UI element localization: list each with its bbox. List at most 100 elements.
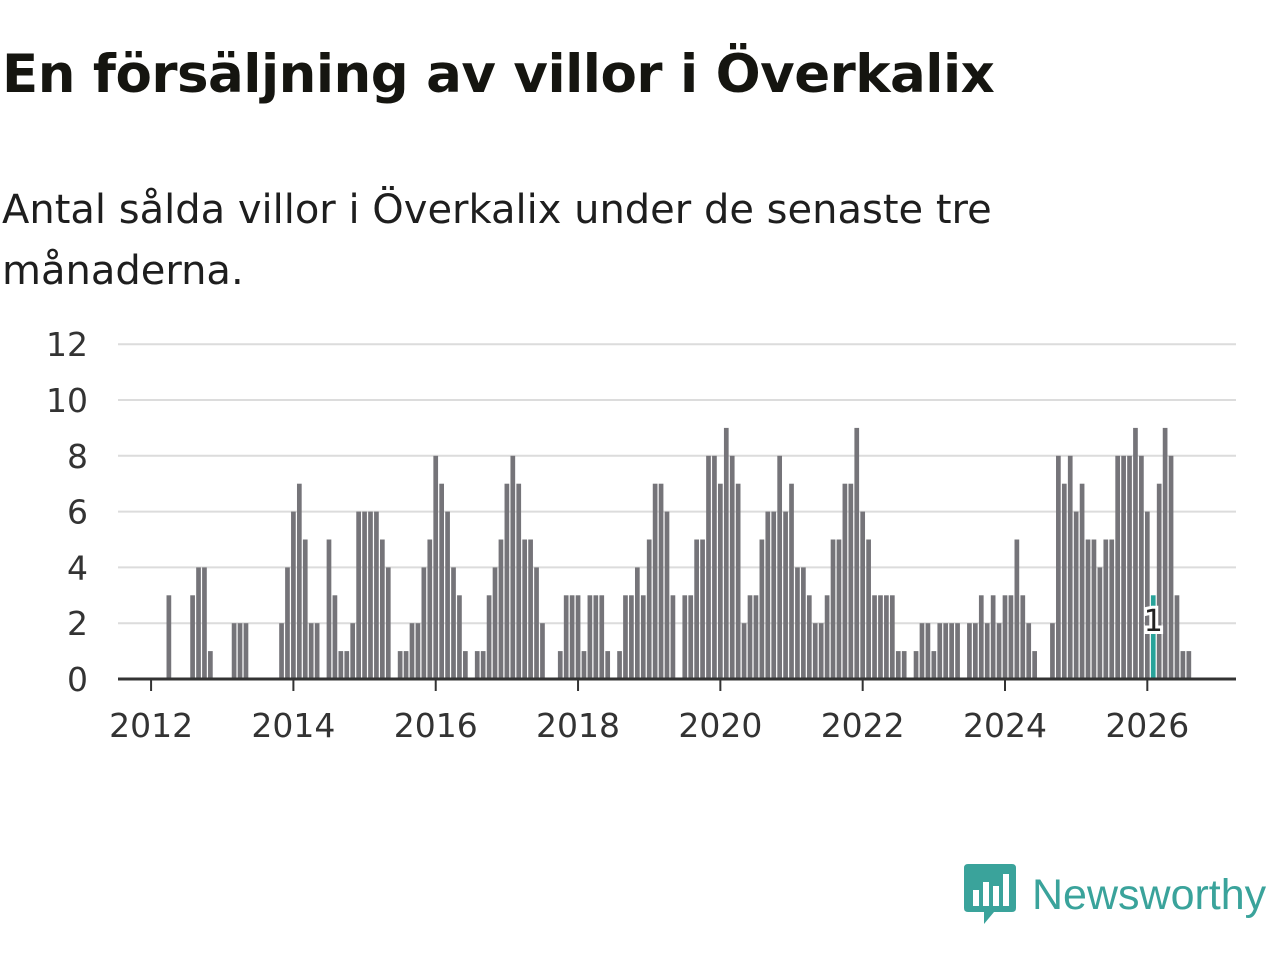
bar (836, 539, 842, 679)
x-tick-label: 2014 (251, 706, 335, 740)
y-tick-label: 6 (67, 493, 88, 532)
bar (1156, 483, 1162, 679)
bar (403, 651, 409, 679)
bar (374, 511, 379, 679)
bar (190, 595, 195, 679)
bar (795, 567, 800, 679)
bar (362, 511, 367, 679)
bar (474, 651, 480, 679)
bar (984, 623, 990, 679)
x-tick-label: 2026 (1105, 706, 1189, 740)
bar (1144, 511, 1150, 679)
bar (901, 651, 907, 679)
bar (723, 427, 729, 679)
bar (279, 623, 284, 679)
bar (830, 539, 836, 679)
bar (824, 595, 830, 679)
bar (332, 595, 338, 679)
bar (498, 539, 504, 679)
bar (581, 651, 587, 679)
chart-title: En försäljning av villor i Överkalix (2, 44, 995, 105)
chart-subtitle: Antal sålda villor i Överkalix under de … (2, 187, 992, 294)
bar (718, 483, 723, 679)
newsworthy-logo-icon (964, 864, 1016, 924)
bar (1186, 651, 1192, 679)
bar (1085, 539, 1091, 679)
bar (955, 623, 960, 679)
y-tick-label: 12 (46, 325, 88, 364)
x-tick-label: 2024 (963, 706, 1047, 740)
bar (646, 539, 652, 679)
newsworthy-logo[interactable]: Newsworthy (964, 864, 1266, 926)
bar (670, 595, 676, 679)
bar (1073, 511, 1079, 679)
bar (729, 455, 735, 679)
bar (285, 567, 290, 679)
x-tick-label: 2020 (678, 706, 762, 740)
bar (504, 483, 510, 679)
bar (368, 511, 373, 679)
bar (919, 623, 925, 679)
bar (872, 595, 877, 679)
bar (854, 427, 860, 679)
bar (688, 595, 694, 679)
bar (202, 567, 207, 679)
bar (664, 511, 670, 679)
bar (694, 539, 699, 679)
bar (990, 595, 996, 679)
bar (735, 483, 741, 679)
bar (925, 623, 931, 679)
x-tick-label: 2016 (394, 706, 478, 740)
bar (1168, 455, 1174, 679)
bar (1067, 455, 1073, 679)
bar (978, 595, 984, 679)
bar (421, 567, 427, 679)
bar (1133, 427, 1138, 679)
bar (291, 511, 296, 679)
bar (634, 567, 640, 679)
bar (860, 511, 866, 679)
bar (587, 595, 593, 679)
bar (540, 623, 545, 679)
x-tick-label: 2018 (536, 706, 620, 740)
bar (1127, 455, 1132, 679)
annotations: 1 (1141, 601, 1166, 642)
bar (427, 539, 433, 679)
bar (534, 567, 539, 679)
bar (445, 511, 450, 679)
bar (1014, 539, 1020, 679)
bar (1008, 595, 1014, 679)
bar (208, 651, 213, 679)
bar (575, 595, 581, 679)
bar (818, 623, 824, 679)
bar (741, 623, 747, 679)
bar (415, 623, 421, 679)
bar (1109, 539, 1115, 679)
bar (759, 539, 765, 679)
bar (623, 595, 628, 679)
bar (806, 595, 812, 679)
bar (889, 595, 895, 679)
bar (196, 567, 201, 679)
bar (296, 483, 302, 679)
bar (457, 595, 462, 679)
bar (1061, 483, 1067, 679)
bar (629, 595, 634, 679)
bar (913, 651, 919, 679)
bar (967, 623, 972, 679)
bar (350, 623, 356, 679)
bar (937, 623, 943, 679)
bar (463, 651, 468, 679)
bar (397, 651, 403, 679)
y-axis-labels: 0 2 4 6 8 10 12 (46, 325, 88, 699)
bar (753, 595, 759, 679)
bar (1079, 483, 1085, 679)
bar (356, 511, 361, 679)
y-tick-label: 10 (46, 381, 88, 420)
bar (765, 511, 771, 679)
bar (1121, 455, 1126, 679)
bar (593, 595, 599, 679)
bar (783, 511, 788, 679)
bar (1103, 539, 1109, 679)
bar (996, 623, 1002, 679)
